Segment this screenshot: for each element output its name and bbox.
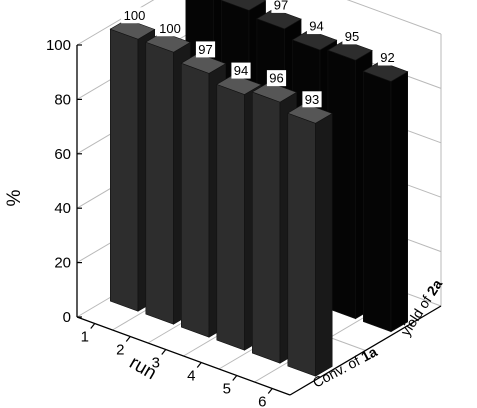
data-labels: 100999794959210010097949693 xyxy=(121,0,398,108)
series-label-conversion-compound: 1a xyxy=(358,343,379,365)
data-label-bg xyxy=(302,91,322,108)
series-label-yield-compound: 2a xyxy=(423,276,445,298)
bar-side-face xyxy=(315,112,333,377)
x-tick-label: 2 xyxy=(116,342,124,359)
bar-top-face xyxy=(291,29,338,51)
bar-top-face xyxy=(220,0,267,11)
x-tick-label: 4 xyxy=(187,368,195,385)
data-label-bg xyxy=(266,70,287,87)
x-tick-label: 1 xyxy=(81,329,89,346)
axis-layer: 0 20 40 60 80 100 1 2 3 4 5 6 xyxy=(46,37,442,408)
bar-front-face xyxy=(362,70,392,333)
bar-top-face xyxy=(256,8,302,30)
data-label: 96 xyxy=(269,71,283,86)
bar-top-face xyxy=(216,74,262,95)
data-label-bg xyxy=(195,41,216,58)
x-tick-3 xyxy=(161,349,167,355)
bar-top-face xyxy=(287,102,333,124)
bar-front-face xyxy=(252,91,281,364)
x-tick-6 xyxy=(267,388,273,394)
x-tick-1 xyxy=(90,323,96,329)
data-label-bg xyxy=(271,0,291,13)
data-label: 97 xyxy=(198,42,212,57)
x-tick-2 xyxy=(125,336,131,342)
bar-conversion-run-6 xyxy=(287,102,333,377)
bar-front-face xyxy=(216,83,245,351)
x-axis-line xyxy=(76,316,291,396)
x-tick-4 xyxy=(196,362,202,368)
x-tick-5 xyxy=(232,375,238,381)
data-label: 92 xyxy=(380,50,394,65)
x-tick-label: 6 xyxy=(258,394,266,408)
y-tick-label: 40 xyxy=(54,200,71,217)
bar-top-face xyxy=(362,61,409,82)
data-label-bg xyxy=(121,7,148,24)
z-axis-line xyxy=(289,305,442,396)
bar-top-face xyxy=(180,53,227,74)
data-label-bg xyxy=(306,18,327,35)
data-label-bg xyxy=(231,62,251,79)
data-label-bg xyxy=(342,28,362,45)
bar-top-face xyxy=(251,81,298,103)
y-tick-label: 60 xyxy=(54,146,71,163)
bar-front-face xyxy=(181,62,210,338)
data-label: 94 xyxy=(234,63,248,78)
y-tick-label: 100 xyxy=(46,37,71,54)
bar-front-face xyxy=(110,28,139,312)
x-tick-label: 3 xyxy=(152,355,160,372)
y-tick-label: 20 xyxy=(54,255,71,272)
data-label: 95 xyxy=(345,29,359,44)
data-label-bg xyxy=(377,49,398,66)
y-axis-title: % xyxy=(4,189,25,206)
y-tick-label: 0 xyxy=(63,309,71,326)
data-label: 100 xyxy=(124,8,146,23)
data-label: 93 xyxy=(305,92,319,107)
bar-yield-run-6 xyxy=(362,61,409,333)
data-label: 100 xyxy=(159,21,181,36)
bar-top-face xyxy=(327,40,373,61)
bar-layer xyxy=(109,0,409,377)
bar-side-face xyxy=(390,71,409,333)
bar-front-face xyxy=(145,41,174,325)
data-label: 97 xyxy=(274,0,288,12)
data-label-bg xyxy=(156,20,184,37)
y-tick-label: 80 xyxy=(54,91,71,108)
data-label: 94 xyxy=(309,19,323,34)
x-tick-label: 5 xyxy=(223,381,231,398)
bar-front-face xyxy=(287,112,316,377)
